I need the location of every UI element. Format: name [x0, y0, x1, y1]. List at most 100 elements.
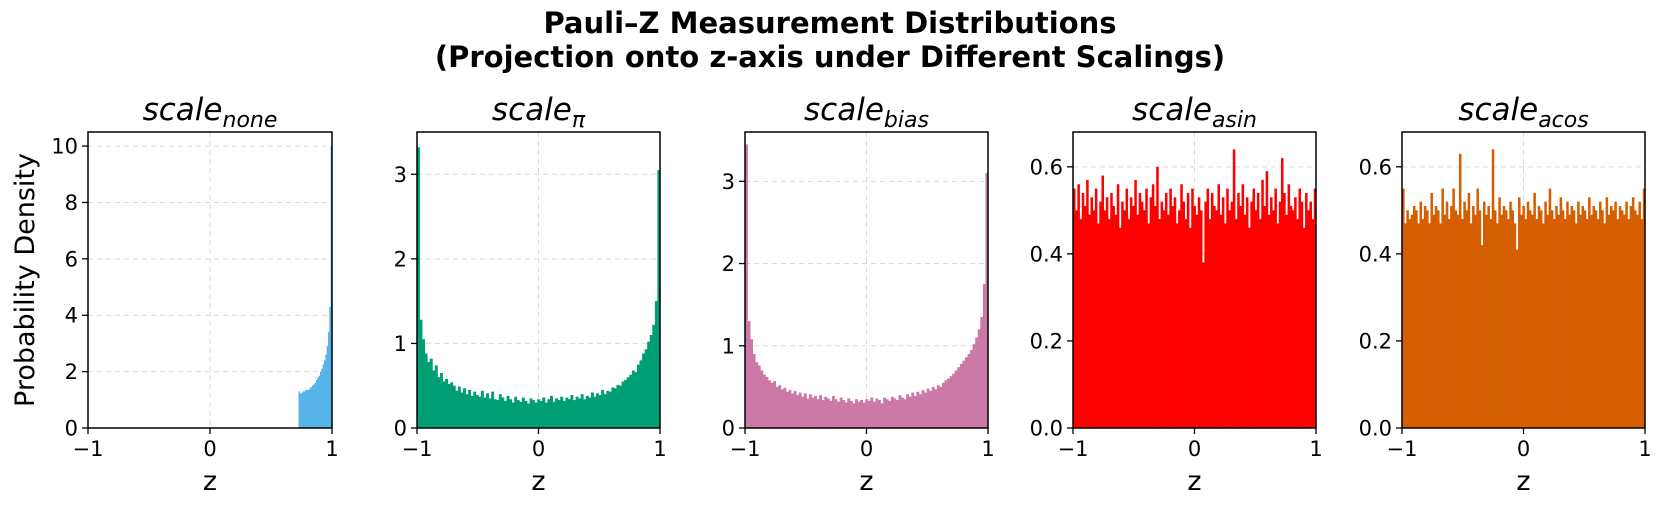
histogram-bar	[916, 391, 920, 428]
histogram-bar	[1175, 223, 1179, 428]
histogram-bar	[1140, 201, 1144, 428]
histogram-bar	[309, 388, 311, 428]
histogram-bar	[770, 382, 774, 428]
histogram-bar	[305, 389, 307, 428]
histogram-bar	[1588, 197, 1591, 428]
histogram-bar	[1077, 184, 1080, 428]
histogram-bar	[1596, 219, 1600, 428]
histogram-bar	[526, 403, 530, 428]
histogram-bar	[1609, 206, 1613, 428]
histogram-bar	[757, 365, 761, 428]
histogram-bar	[1634, 210, 1637, 428]
histogram-bar	[1259, 219, 1262, 428]
histogram-bar	[857, 401, 861, 428]
histogram-bar	[606, 390, 610, 428]
histogram-bar	[1566, 201, 1569, 428]
x-tick-label: −1	[402, 437, 433, 461]
histogram-bar	[1127, 219, 1131, 428]
histogram-bar	[1493, 210, 1497, 428]
histogram-bar	[1224, 223, 1227, 428]
histogram-bar	[457, 386, 461, 428]
histogram-bar	[895, 400, 899, 428]
histogram-bar	[550, 395, 553, 428]
histogram-bar	[947, 378, 950, 428]
histogram-bar	[424, 353, 428, 428]
histogram-bar	[616, 384, 620, 428]
histogram-bar	[1415, 210, 1418, 428]
histogram-bar	[1601, 210, 1604, 428]
histogram-bar	[957, 367, 961, 428]
histogram-bar	[1629, 206, 1633, 428]
histogram-bar	[1215, 210, 1218, 428]
histogram-bar	[1164, 192, 1168, 428]
histogram-bar	[1476, 188, 1479, 428]
histogram-bar	[1452, 188, 1455, 428]
x-tick-label: 1	[653, 437, 666, 461]
histogram-bar	[1469, 223, 1473, 428]
histogram-bar	[519, 401, 523, 428]
histogram-bar	[1441, 188, 1444, 428]
y-tick-label: 0.2	[1359, 329, 1392, 353]
histogram-bar	[870, 397, 874, 428]
histogram-bar	[1167, 214, 1170, 428]
histogram-bar	[560, 396, 564, 428]
histogram-bar	[1143, 210, 1146, 428]
histogram-bar	[301, 392, 303, 428]
histogram-bar	[844, 402, 848, 428]
histogram-bar	[1171, 206, 1175, 428]
histogram-bar	[608, 391, 612, 428]
histogram-bar	[419, 319, 423, 428]
histogram-bar	[649, 334, 653, 428]
histogram-bars	[298, 146, 333, 428]
histogram-bar	[1447, 219, 1451, 428]
histogram-bar	[1607, 214, 1611, 428]
histogram-bar	[1472, 206, 1475, 428]
histogram-bar	[429, 358, 433, 428]
histogram-bar	[1285, 214, 1288, 428]
histogram-bar	[903, 399, 907, 428]
histogram-bar	[1437, 210, 1440, 428]
histogram-bar	[585, 395, 589, 428]
histogram-bar	[867, 400, 871, 428]
x-tick-label: −1	[73, 437, 104, 461]
histogram-bar	[972, 344, 976, 428]
histogram-bar	[854, 399, 858, 428]
y-axis-label: Probability Density	[10, 153, 41, 407]
histogram-bar	[567, 399, 571, 428]
histogram-bar	[1075, 210, 1078, 428]
x-axis-label: z	[859, 466, 873, 497]
histogram-bar	[1542, 223, 1545, 428]
histogram-bar	[837, 401, 840, 428]
histogram-bar	[303, 391, 306, 428]
y-tick-label: 0.6	[1030, 155, 1063, 179]
histogram-bar	[1156, 166, 1159, 428]
histogram-bar	[1160, 201, 1164, 428]
histogram-bar	[1574, 223, 1578, 428]
histogram-bar	[1423, 206, 1427, 428]
histogram-bar	[1623, 214, 1626, 428]
x-tick-label: 0	[532, 437, 545, 461]
histogram-bar	[501, 397, 505, 428]
histogram-bar	[1191, 188, 1194, 428]
histogram-bar	[1548, 188, 1552, 428]
y-tick-label: 0	[65, 417, 78, 441]
histogram-bar	[445, 378, 449, 428]
histogram-bar	[880, 403, 884, 428]
histogram-bar	[440, 373, 443, 428]
histogram-bar	[498, 394, 502, 428]
y-tick-label: 2	[722, 252, 735, 276]
x-tick-label: 1	[981, 437, 994, 461]
histogram-bar	[1110, 192, 1113, 428]
histogram-bar	[310, 387, 313, 428]
histogram-bar	[506, 395, 510, 428]
histogram-bar	[1256, 192, 1260, 428]
histogram-bar	[1550, 210, 1554, 428]
histogram-bar	[619, 385, 622, 428]
histogram-bar	[1154, 206, 1157, 428]
histogram-bar	[532, 400, 536, 428]
histogram-bar	[1208, 219, 1212, 428]
histogram-bar	[959, 363, 963, 428]
